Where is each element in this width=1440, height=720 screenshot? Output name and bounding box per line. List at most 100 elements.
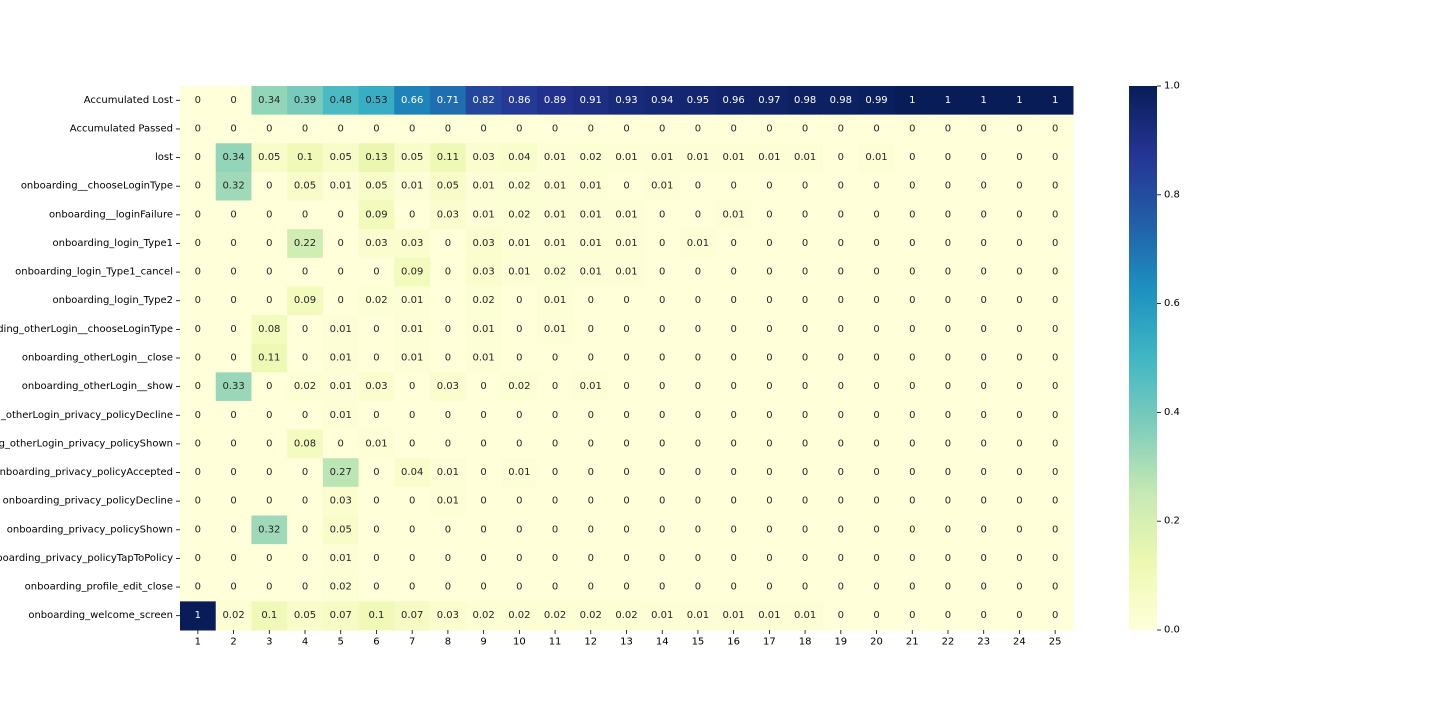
cell-value-label: 0 — [195, 181, 201, 192]
heatmap-cell — [644, 286, 681, 316]
heatmap-cell — [180, 257, 217, 287]
cell-value-label: 0.04 — [401, 467, 423, 478]
heatmap-cell — [822, 572, 860, 602]
heatmap-cell — [822, 458, 860, 488]
heatmap-cell — [287, 315, 324, 345]
cell-value-label: 0 — [195, 553, 201, 564]
cell-value-label: 0 — [873, 238, 879, 249]
cell-value-label: 0 — [445, 267, 451, 278]
heatmap-cell — [965, 229, 1003, 259]
heatmap-cell — [394, 458, 431, 488]
cell-value-label: 0 — [445, 410, 451, 421]
cell-value-label: 0 — [480, 496, 486, 507]
cell-value-label: 0 — [1016, 582, 1022, 593]
cell-value-label: 0.11 — [258, 353, 280, 364]
cell-value-label: 0 — [873, 181, 879, 192]
cell-value-label: 0 — [588, 524, 594, 535]
cell-value-label: 0 — [838, 267, 844, 278]
heatmap-cell — [822, 343, 860, 373]
heatmap-cell — [680, 372, 717, 402]
colorbar-tick-label: 1.0 — [1164, 81, 1180, 92]
cell-value-label: 0 — [659, 353, 665, 364]
heatmap-cell — [180, 515, 217, 545]
heatmap-cell — [537, 171, 574, 202]
cell-value-label: 0 — [588, 467, 594, 478]
heatmap-cell — [572, 86, 610, 116]
cell-value-label: 0.13 — [365, 152, 387, 163]
heatmap-cell — [430, 601, 467, 631]
heatmap-cell — [1001, 572, 1038, 602]
cell-value-label: 0.48 — [330, 95, 352, 106]
heatmap-cell — [215, 315, 252, 345]
heatmap-cell — [394, 372, 431, 402]
cell-value-label: 0 — [909, 610, 915, 621]
column-label: 13 — [620, 637, 633, 648]
heatmap-cell — [465, 572, 502, 602]
cell-value-label: 0 — [873, 267, 879, 278]
heatmap-cell — [858, 343, 895, 373]
heatmap-cell — [465, 458, 502, 488]
row-labels: Accumulated Lost Accumulated Passed lost on… — [0, 95, 180, 621]
cell-value-label: 0 — [873, 324, 879, 335]
cell-value-label: 1 — [1016, 95, 1022, 106]
cell-value-label: 0 — [909, 238, 915, 249]
cell-value-label: 0.01 — [687, 152, 709, 163]
heatmap-cell — [572, 143, 610, 173]
heatmap-cell — [930, 143, 967, 173]
cell-value-label: 0.89 — [544, 95, 566, 106]
cell-value-label: 0.01 — [615, 267, 637, 278]
cell-value-label: 0 — [1016, 496, 1022, 507]
heatmap-cell — [501, 315, 538, 345]
cell-value-label: 0 — [909, 553, 915, 564]
heatmap-cell — [180, 343, 217, 373]
cell-value-label: 0.01 — [794, 610, 816, 621]
cell-value-label: 0 — [695, 123, 701, 134]
cell-value-label: 0 — [802, 582, 808, 593]
cell-value-label: 0 — [445, 238, 451, 249]
cell-value-label: 0 — [266, 381, 272, 392]
cell-value-label: 0 — [552, 582, 558, 593]
heatmap-cell — [394, 143, 431, 173]
heatmap-cell — [715, 372, 753, 402]
cell-value-label: 0.22 — [294, 238, 316, 249]
cell-value-label: 0.05 — [437, 181, 459, 192]
heatmap-cell — [644, 343, 681, 373]
cell-value-label: 0 — [838, 152, 844, 163]
cell-value-label: 0 — [873, 123, 879, 134]
heatmap-cell — [858, 200, 895, 230]
column-label: 23 — [977, 637, 990, 648]
cell-value-label: 0 — [1016, 524, 1022, 535]
cell-value-label: 0 — [945, 381, 951, 392]
heatmap-cell — [644, 572, 681, 602]
cell-value-label: 0 — [195, 438, 201, 449]
heatmap-cell — [858, 429, 895, 459]
cell-value-label: 0 — [1016, 123, 1022, 134]
cell-value-label: 0 — [981, 123, 987, 134]
cell-value-label: 0 — [1016, 353, 1022, 364]
heatmap-cell — [930, 572, 967, 602]
heatmap-cell — [894, 515, 931, 545]
cell-value-label: 0 — [945, 152, 951, 163]
heatmap-cell — [822, 143, 860, 173]
cell-value-label: 0 — [516, 582, 522, 593]
heatmap-cell — [358, 601, 395, 631]
column-label: 24 — [1013, 637, 1026, 648]
cell-value-label: 0 — [552, 410, 558, 421]
heatmap-cell — [394, 400, 431, 431]
column-label: 8 — [445, 637, 451, 648]
colorbar: 0.0 0.2 0.4 0.6 0.8 1.0 — [1129, 81, 1180, 636]
cell-value-label: 0.01 — [865, 152, 887, 163]
heatmap-cell — [430, 229, 467, 259]
cell-value-label: 0 — [230, 353, 236, 364]
cell-value-label: 0 — [338, 267, 344, 278]
heatmap-cell — [858, 515, 895, 545]
cell-value-label: 0.08 — [294, 438, 316, 449]
cell-value-label: 0 — [302, 353, 308, 364]
cell-value-label: 0 — [302, 496, 308, 507]
cell-value-label: 0 — [981, 610, 987, 621]
cell-value-label: 1 — [909, 95, 915, 106]
cell-value-label: 0 — [266, 295, 272, 306]
heatmap-cell — [822, 372, 860, 402]
cell-value-label: 0 — [552, 553, 558, 564]
cell-value-label: 0 — [623, 438, 629, 449]
